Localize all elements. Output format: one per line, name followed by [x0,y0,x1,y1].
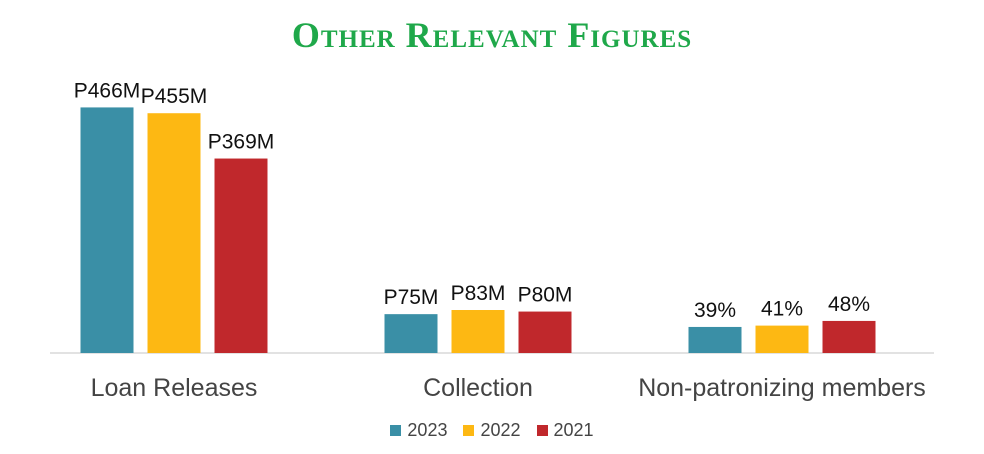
category-label-2: Non-patronizing members [638,374,926,402]
legend-swatch-2021 [536,425,548,436]
chart-title: Other Relevant Figures [291,15,693,55]
data-label-2023-1: P75M [384,286,439,309]
data-label-2021-0: P369M [208,131,275,154]
legend-label-2023: 2023 [407,420,448,440]
legend: 2023 2022 2021 [0,420,984,441]
legend-item-2023: 2023 [390,420,447,441]
bar-2023-1 [384,314,438,353]
legend-label-2022: 2022 [480,420,521,440]
data-label-2023-0: P466M [74,79,141,102]
category-labels-group: Loan Releases Collection Non-patronizing m… [91,374,926,402]
legend-swatch-2022 [463,425,475,436]
legend-item-2022: 2022 [463,420,521,441]
data-label-2022-2: 41% [761,298,803,321]
legend-label-2021: 2021 [553,420,594,440]
data-label-2022-0: P455M [141,85,208,108]
bars-group [80,107,876,353]
legend-item-2021: 2021 [536,420,594,441]
data-label-2022-1: P83M [451,282,506,305]
data-label-2021-2: 48% [828,293,870,316]
bar-2022-2 [755,325,809,353]
data-label-2023-2: 39% [694,299,736,322]
bar-2021-1 [518,311,572,353]
bar-2022-0 [147,113,201,353]
bar-2021-0 [214,158,268,353]
bar-2021-2 [822,320,876,353]
bar-2023-2 [688,326,742,353]
category-label-0: Loan Releases [91,374,258,402]
bar-2023-0 [80,107,134,353]
bar-2022-1 [451,310,505,353]
legend-swatch-2023 [390,425,402,436]
data-label-2021-1: P80M [518,284,573,307]
category-label-1: Collection [423,374,533,402]
